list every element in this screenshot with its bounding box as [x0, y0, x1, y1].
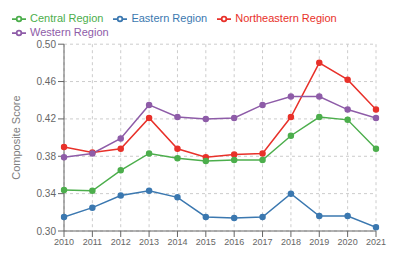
html-text:Western Region: Western Region: [30, 26, 109, 39]
html-text:Eastern Region: Eastern Region: [131, 12, 208, 24]
svg-text:0.38: 0.38: [37, 151, 57, 162]
svg-text:2010: 2010: [54, 237, 74, 247]
svg-text:2016: 2016: [224, 237, 244, 247]
html-text:Northeastern Region: Northeastern Region: [235, 12, 337, 24]
svg-text:2015: 2015: [196, 237, 216, 247]
svg-text:2013: 2013: [139, 237, 159, 247]
svg-text:2018: 2018: [281, 237, 301, 247]
svg-text:Composite Score: Composite Score: [10, 95, 22, 179]
svg-text:2014: 2014: [167, 237, 187, 247]
svg-text:2012: 2012: [111, 237, 131, 247]
html-text:Central Region: Central Region: [30, 12, 104, 24]
svg-text:0.42: 0.42: [37, 113, 57, 124]
svg-text:2017: 2017: [253, 237, 273, 247]
svg-text:0.30: 0.30: [37, 226, 57, 237]
svg-text:2011: 2011: [83, 237, 102, 247]
svg-text:0.34: 0.34: [37, 188, 57, 199]
svg-text:2021: 2021: [366, 237, 386, 247]
svg-text:0.46: 0.46: [37, 76, 57, 87]
svg-text:0.50: 0.50: [37, 39, 57, 50]
svg-text:2020: 2020: [338, 237, 358, 247]
svg-text:2019: 2019: [309, 237, 329, 247]
